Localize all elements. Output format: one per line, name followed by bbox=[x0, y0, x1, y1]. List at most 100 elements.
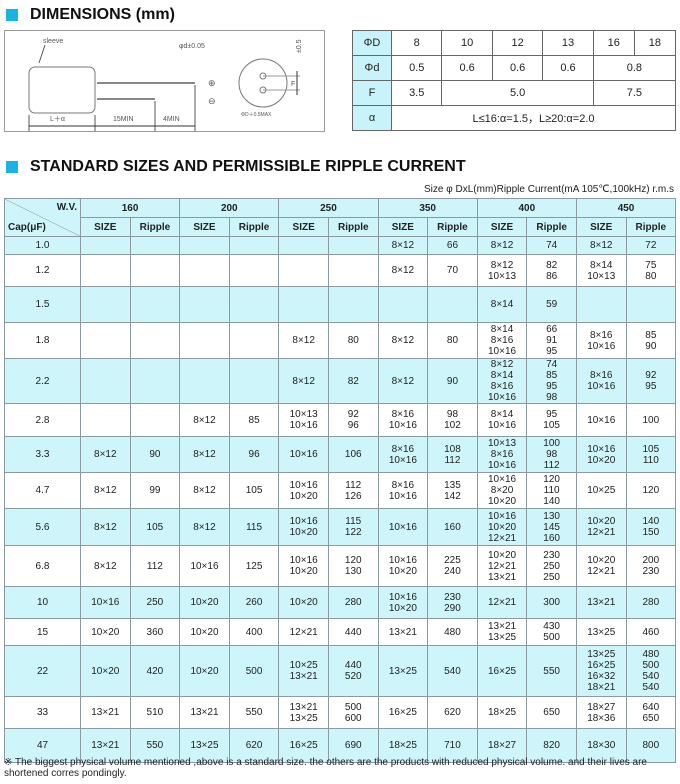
ripple-cell: 250 bbox=[129, 586, 181, 619]
dim-cell: 0.8 bbox=[592, 55, 677, 81]
dim-cell: 12 bbox=[491, 30, 544, 56]
ripple-heading: STANDARD SIZES AND PERMISSIBLE RIPPLE CU… bbox=[6, 158, 466, 176]
ripple-cell: 82 86 bbox=[526, 254, 577, 287]
size-cell: 8×16 10×16 bbox=[377, 436, 429, 473]
size-cell: 8×16 10×16 bbox=[575, 322, 627, 359]
cap-cell: 15 bbox=[4, 618, 81, 646]
ripple-cell: 400 bbox=[228, 618, 280, 646]
size-cell: 16×25 bbox=[377, 696, 429, 729]
ripple-cell: 620 bbox=[427, 696, 478, 729]
ripple-cell: 105 bbox=[228, 472, 280, 509]
units-note: Size φ DxL(mm)Ripple Current(mA 105℃,100… bbox=[424, 184, 674, 195]
corner-header: W.V. Cap(μF) bbox=[4, 198, 81, 237]
ripple-cell bbox=[327, 286, 379, 323]
size-cell bbox=[80, 403, 131, 437]
pitch-label: F bbox=[291, 81, 295, 88]
dim-row: α L≤16:α=1.5，L≥20:α=2.0 bbox=[352, 105, 676, 131]
ripple-cell: 280 bbox=[625, 586, 677, 619]
ripple-cell: 510 bbox=[129, 696, 181, 729]
size-cell: 10×16 10×20 bbox=[278, 472, 329, 509]
ripple-cell: 90 bbox=[427, 358, 478, 404]
ripple-cell: 500 bbox=[228, 645, 280, 697]
size-cell: 8×12 bbox=[179, 436, 230, 473]
ripple-cell: 105 110 bbox=[625, 436, 677, 473]
ripple-cell bbox=[327, 236, 379, 255]
ripple-cell: 120 110 140 bbox=[526, 472, 577, 509]
size-cell: 16×25 bbox=[278, 728, 329, 763]
size-cell bbox=[80, 322, 131, 359]
size-header: SIZE bbox=[278, 217, 329, 237]
size-cell: 8×12 8×14 8×16 10×16 bbox=[476, 358, 528, 404]
ripple-cell: 106 bbox=[327, 436, 379, 473]
size-cell: 8×12 bbox=[80, 436, 131, 473]
dim-key: ΦD bbox=[352, 30, 392, 56]
dim-cell: 8 bbox=[390, 30, 443, 56]
cap-cell: 33 bbox=[4, 696, 81, 729]
ripple-cell: 280 bbox=[327, 586, 379, 619]
size-cell: 8×12 bbox=[377, 358, 429, 404]
dim-cell: 16 bbox=[592, 30, 635, 56]
size-cell: 8×14 8×16 10×16 bbox=[476, 322, 528, 359]
size-cell bbox=[179, 254, 230, 287]
voltage-header: 250 bbox=[278, 198, 379, 218]
ripple-cell bbox=[129, 403, 181, 437]
cap-cell: 1.0 bbox=[4, 236, 81, 255]
footnote: ※ The biggest physical volume mentioned … bbox=[4, 757, 647, 779]
ripple-cell: 66 bbox=[427, 236, 478, 255]
size-cell: 8×12 bbox=[377, 322, 429, 359]
ripple-header: Ripple bbox=[625, 217, 677, 237]
size-cell: 10×16 10×20 bbox=[377, 586, 429, 619]
capacitor-dimension-diagram: sleeve φd±0.05 L＋α 15MIN 4MIN ⊕ ⊖ F ±0.5… bbox=[4, 30, 325, 132]
ripple-cell: 480 500 540 540 bbox=[625, 645, 677, 697]
size-header: SIZE bbox=[80, 217, 131, 237]
size-cell: 13×21 bbox=[80, 696, 131, 729]
size-cell: 8×12 bbox=[278, 358, 329, 404]
ripple-cell: 82 bbox=[327, 358, 379, 404]
length-label: L＋α bbox=[50, 115, 65, 123]
cap-cell: 10 bbox=[4, 586, 81, 619]
size-cell: 10×20 bbox=[80, 645, 131, 697]
size-cell: 10×16 bbox=[278, 436, 329, 473]
ripple-cell: 550 bbox=[526, 645, 577, 697]
dim-row: F 3.5 5.0 7.5 bbox=[352, 80, 677, 106]
dim-row: ΦD 8 10 12 13 16 18 bbox=[352, 30, 677, 56]
cap-cell: 5.6 bbox=[4, 508, 81, 546]
ripple-cell: 440 bbox=[327, 618, 379, 646]
dimensions-table: ΦD 8 10 12 13 16 18 Φd 0.5 0.6 0.6 0.6 0.8 F 3.5 5.0 7.5… bbox=[352, 30, 677, 131]
ripple-cell bbox=[228, 322, 280, 359]
dim-cell: 7.5 bbox=[592, 80, 677, 106]
dim-cell: 0.6 bbox=[441, 55, 493, 81]
size-cell: 12×21 bbox=[476, 586, 528, 619]
size-cell: 10×20 12×21 13×21 bbox=[476, 545, 528, 587]
voltage-header: 200 bbox=[179, 198, 280, 218]
bullet-square-icon bbox=[6, 161, 18, 173]
ripple-cell: 360 bbox=[129, 618, 181, 646]
ripple-cell: 420 bbox=[129, 645, 181, 697]
ripple-cell: 550 bbox=[129, 728, 181, 763]
table-row: 5.6 8×12 105 8×12 115 10×16 10×20 115 122 10×16… bbox=[4, 508, 677, 546]
ripple-cell: 85 90 bbox=[625, 322, 677, 359]
size-cell: 10×20 bbox=[179, 618, 230, 646]
ripple-cell: 70 bbox=[427, 254, 478, 287]
size-cell: 12×21 bbox=[278, 618, 329, 646]
ripple-header: Ripple bbox=[526, 217, 577, 237]
dim-cell: 0.5 bbox=[390, 55, 443, 81]
ripple-cell bbox=[625, 286, 677, 323]
ripple-cell: 100 98 112 bbox=[526, 436, 577, 473]
size-cell: 18×27 bbox=[476, 728, 528, 763]
cap-cell: 47 bbox=[4, 728, 81, 763]
size-cell bbox=[80, 254, 131, 287]
tolerance-label: ±0.5 bbox=[296, 39, 303, 53]
lead-diameter-label: φd±0.05 bbox=[179, 43, 205, 50]
lead-length-label: 15MIN bbox=[113, 116, 134, 123]
dim-key: Φd bbox=[352, 55, 392, 81]
cap-cell: 6.8 bbox=[4, 545, 81, 587]
ripple-cell: 800 bbox=[625, 728, 677, 763]
ripple-cell bbox=[129, 322, 181, 359]
ripple-cell: 92 96 bbox=[327, 403, 379, 437]
cap-cell: 22 bbox=[4, 645, 81, 697]
table-row: 47 13×21 550 13×25 620 16×25 690 18×25 710 18×27 8… bbox=[4, 728, 677, 763]
cap-cell: 3.3 bbox=[4, 436, 81, 473]
size-cell bbox=[377, 286, 429, 323]
ripple-cell: 500 600 bbox=[327, 696, 379, 729]
